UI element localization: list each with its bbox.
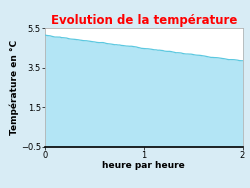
Title: Evolution de la température: Evolution de la température: [50, 14, 237, 27]
Y-axis label: Température en °C: Température en °C: [10, 40, 19, 135]
X-axis label: heure par heure: heure par heure: [102, 161, 185, 170]
